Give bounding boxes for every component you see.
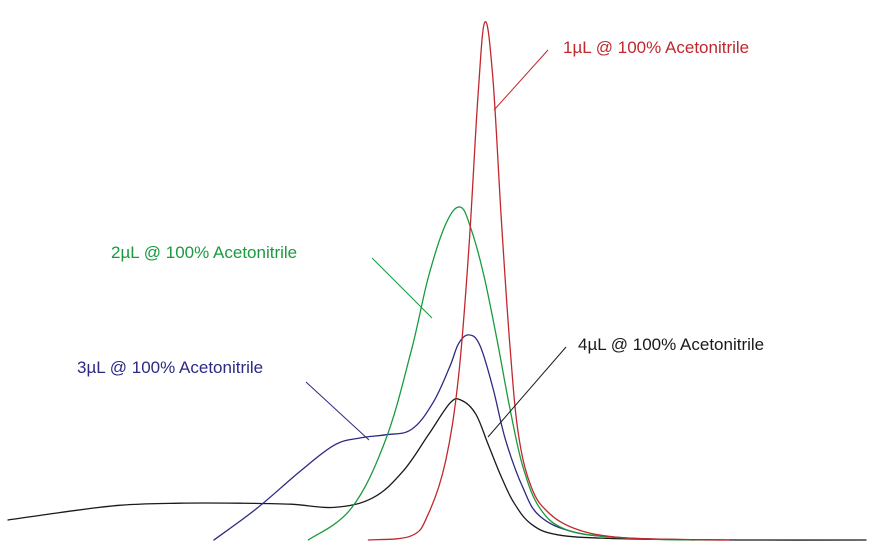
series-line-4ul <box>7 397 867 541</box>
leader-line-4ul <box>487 346 567 438</box>
leader-line-2ul <box>371 257 433 319</box>
annotation-2ul: 2µL @ 100% Acetonitrile <box>111 243 297 262</box>
leader-line-1ul <box>493 49 549 111</box>
series-line-2ul <box>307 206 721 541</box>
leader-line-3ul <box>305 381 370 441</box>
annotation-1ul: 1µL @ 100% Acetonitrile <box>563 38 749 57</box>
series-line-3ul <box>213 334 696 541</box>
annotation-4ul: 4µL @ 100% Acetonitrile <box>578 335 764 354</box>
annotations: 1µL @ 100% Acetonitrile 2µL @ 100% Aceto… <box>77 38 764 441</box>
series-line-1ul <box>367 21 730 541</box>
annotation-3ul: 3µL @ 100% Acetonitrile <box>77 358 263 377</box>
series-layer <box>7 21 867 541</box>
